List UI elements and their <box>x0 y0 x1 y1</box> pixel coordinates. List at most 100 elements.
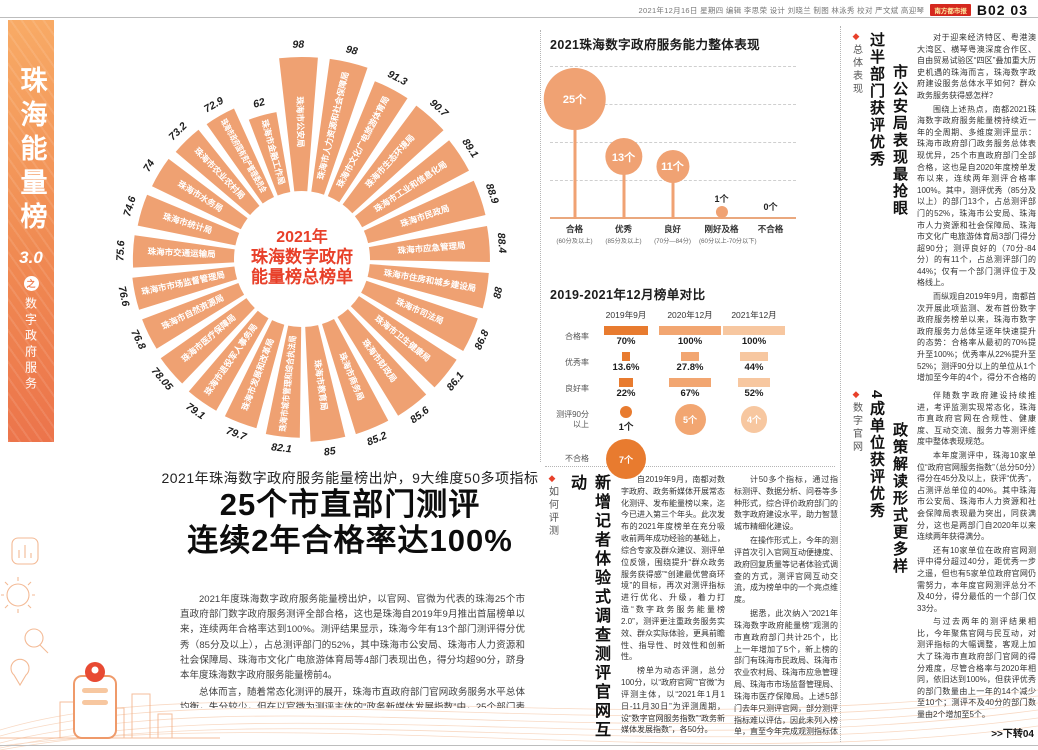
divider-horizontal <box>545 466 835 467</box>
paragraph: 榜单为动态评测，总分100分，以“政府官网”“官微”为评测主体，以“2021年1… <box>621 666 725 735</box>
paragraph: 围绕上述热点，南都2021珠海数字政府服务能量榜持续近一年的全周期、多维度测评显… <box>917 104 1036 288</box>
wedge-score-label: 85.2 <box>365 430 389 449</box>
page-number: B02 03 <box>976 2 1028 18</box>
rate-bar <box>659 326 721 335</box>
comparison-row: 良好率 22% 67% 52% <box>550 378 796 399</box>
wedge-score-label: 88.4 <box>495 232 509 253</box>
comparison-cell: 27.8% <box>658 352 722 373</box>
lollipop-bubble: 25个 <box>543 67 606 131</box>
gear-icon <box>6 583 30 607</box>
category-name: 良好 <box>663 224 681 234</box>
wheel-wedge <box>305 325 346 442</box>
rate-value: 13.6% <box>612 362 640 373</box>
category-name: 优秀 <box>614 224 632 234</box>
bottom-rule <box>0 745 1038 746</box>
wheel-wedge <box>367 264 489 309</box>
section-title-line2: 政策解读形式更多样 <box>891 422 908 575</box>
wedge-score-label: 88 <box>491 286 505 300</box>
gridline <box>550 66 796 67</box>
section-web-body: 伴随数字政府建设持续推进，考评监测实现常态化，珠海市直政府官网在合规性、健康度、… <box>917 390 1036 722</box>
section-tag-label: 如何评测 <box>546 486 558 538</box>
count-bubble: 7个 <box>605 439 647 480</box>
year-label: 2019年9月 <box>605 310 647 320</box>
phone-illustration <box>73 662 117 739</box>
radial-score-wheel: 珠海市公安局98珠海市人力资源和社会保障局98珠海市文化广电旅游体育局91.3珠… <box>114 39 509 459</box>
category-name: 合格 <box>565 224 583 234</box>
rate-bar <box>737 378 771 387</box>
magnifier-icon <box>24 628 44 648</box>
section-how-col1: 自2019年9月，南都对数字政府、政务新媒体开展常态化测评、发布能量榜以来，迄今… <box>621 474 725 736</box>
paragraph: 还有10家单位在政府官网测评中得分超过40分，距优秀一步之遥，但也有5家单位政府… <box>917 545 1036 613</box>
rate-value: 52% <box>744 388 764 399</box>
category-range: (85分及以上) <box>605 238 642 245</box>
wheel-wedge <box>322 319 389 435</box>
comparison-row: 优秀率 13.6% 27.8% 44% <box>550 352 796 373</box>
paragraph: 而纵观自2019年9月，南都首次开展此项监测、发布首份数字政府服务榜单以来，珠海… <box>917 292 1036 383</box>
wheel-wedge <box>142 283 245 349</box>
rate-bar <box>604 326 648 335</box>
wedge-score-label: 91.3 <box>385 68 409 88</box>
section-how-measured: ◆ 如何评测 新增记者体验式调查测评官网互动 自2019年9月，南都对数字政府、… <box>544 474 839 742</box>
wheel-wedge <box>361 280 478 351</box>
lollipop-value-label: 0个 <box>763 202 778 212</box>
paragraph: 自2019年9月，南都对数字政府、政务新媒体开展常态化测评、发布能量榜以来，迄今… <box>621 475 725 662</box>
rate-value: 70% <box>616 336 636 347</box>
comparison-cell: 52% <box>722 378 786 399</box>
row-label: 优秀率 <box>565 357 589 367</box>
comparison-cell: 5个 <box>658 404 722 435</box>
wedge-score-label: 85 <box>323 445 336 459</box>
section-title-line1: 过半部门获评优秀 <box>868 32 885 168</box>
lead-paragraphs: 2021年度珠海数字政府服务能量榜出炉，以官网、官微为代表的珠海25个市直政府部… <box>180 592 525 708</box>
section-title-line1: 4成单位获评优秀 <box>868 390 885 520</box>
wedge-department-label: 珠海市交通运输局 <box>147 246 215 259</box>
wheel-wedge <box>363 180 486 244</box>
section-tag-label: 总体表现 <box>850 44 862 96</box>
wedge-score-label: 86.8 <box>472 328 491 352</box>
wedge-score-label: 90.7 <box>427 97 451 120</box>
rate-value: 100% <box>741 336 767 347</box>
wedge-score-label: 82.1 <box>271 441 293 455</box>
lollipop-bubble: 13个 <box>604 137 643 176</box>
lollipop-slot: 11个 <box>648 61 697 219</box>
row-label: 合格率 <box>565 331 589 341</box>
category-name: 不合格 <box>757 224 784 234</box>
headline-line2: 连续2年合格率达100% <box>187 523 513 559</box>
comparison-row: 不合格 7个 <box>550 439 796 480</box>
paragraph: 与过去两年的测评结果相比，今年聚焦官网与民互动，对测评指标的大幅调整，客观上加大… <box>917 617 1036 720</box>
category-range: (60分以上-70分以下) <box>698 238 757 245</box>
diamond-icon: ◆ <box>852 31 860 41</box>
wheel-wedge <box>152 158 248 230</box>
comparison-cell: 7个 <box>594 439 658 480</box>
wheel-wedge <box>327 81 408 203</box>
wedge-score-label: 74 <box>141 158 157 174</box>
category-name: 刚好及格 <box>704 224 739 234</box>
lollipop-bubble: 11个 <box>655 149 690 183</box>
rate-value: 44% <box>744 362 764 373</box>
lollipop-stem <box>573 99 576 219</box>
wedge-score-label: 98 <box>345 43 359 57</box>
rate-value: 100% <box>677 336 703 347</box>
masthead: 2021年12月16日 星期四 编辑 李思荣 设计 刘晓兰 制图 林泳秀 校对 … <box>639 2 1028 18</box>
wedge-score-label: 74.6 <box>121 195 138 218</box>
category-label: 不合格 <box>746 223 795 245</box>
banner-version: 3.0 <box>19 248 43 267</box>
lollipop-stem <box>671 166 674 219</box>
lollipop-bubble <box>715 205 728 218</box>
wheel-wedge <box>368 226 490 262</box>
wedge-score-label: 98 <box>292 39 304 51</box>
divider-vertical-1 <box>540 30 541 462</box>
diamond-icon: ◆ <box>852 389 860 399</box>
comparison-chart-body: 2019年9月 2020年12月 2021年12月 合格率 70% 100% 100% 优秀率… <box>550 303 796 480</box>
count-bubble: 4个 <box>740 406 768 433</box>
rate-bar <box>621 352 631 361</box>
comparison-cell: 70% <box>594 326 658 347</box>
wheel-wedge <box>350 296 457 388</box>
wedge-score-label: 79.1 <box>184 401 208 423</box>
paragraph: 计50多个指标，通过指标测评、数据分析、问卷等多种形式，综合评价政府部门的数字政… <box>734 475 838 532</box>
chart-icon <box>11 537 39 565</box>
comparison-row: 测评90分以上 1个 5个 4个 <box>550 404 796 435</box>
year-label: 2021年12月 <box>731 310 777 320</box>
gridline <box>550 142 796 143</box>
section-web-tag: ◆ 数字官网 <box>848 390 864 740</box>
paragraph: 2021年度珠海数字政府服务能量榜出炉，以官网、官微为代表的珠海25个市直政府部… <box>180 594 525 681</box>
